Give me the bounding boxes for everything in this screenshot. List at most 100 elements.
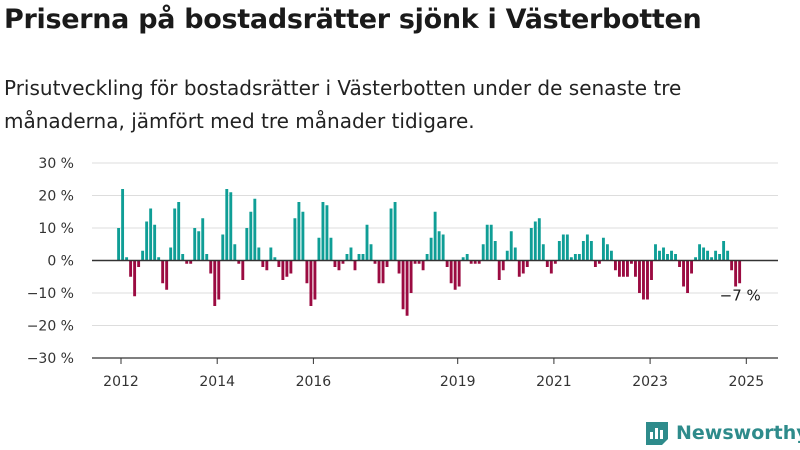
bar xyxy=(445,260,449,267)
bar xyxy=(509,231,513,261)
bar xyxy=(449,260,453,284)
x-tick-label: 2021 xyxy=(536,374,572,390)
bar xyxy=(734,260,738,287)
newsworthy-logo-icon xyxy=(646,422,668,445)
bar xyxy=(617,260,621,277)
bar xyxy=(501,260,505,271)
y-tick-label: −20 % xyxy=(27,319,74,335)
bar xyxy=(377,260,381,284)
bar xyxy=(553,260,557,264)
bar xyxy=(345,254,349,261)
bar xyxy=(521,260,525,274)
bar xyxy=(541,244,545,261)
bar xyxy=(341,260,345,264)
bar xyxy=(670,250,673,261)
bar xyxy=(589,241,593,261)
bar xyxy=(153,224,157,261)
bar xyxy=(141,250,145,261)
bar xyxy=(381,260,385,284)
annotation-group: −7 % xyxy=(720,286,761,304)
x-tick-label: 2012 xyxy=(103,374,139,390)
bar xyxy=(229,192,233,261)
bar xyxy=(125,257,129,261)
bar xyxy=(269,247,273,261)
bar xyxy=(289,260,293,274)
bar xyxy=(706,250,710,261)
bar xyxy=(145,221,149,261)
bar xyxy=(601,237,605,261)
bar xyxy=(638,260,641,293)
bar xyxy=(569,257,573,261)
bar xyxy=(301,211,305,261)
bar xyxy=(485,224,489,261)
bar xyxy=(205,254,209,261)
chart-title: Priserna på bostadsrätter sjönk i Väster… xyxy=(4,4,702,35)
bar xyxy=(297,202,301,261)
bar xyxy=(477,260,481,264)
bar xyxy=(245,228,249,261)
bar xyxy=(726,250,730,261)
chart-subtitle: Prisutveckling för bostadsrätter i Väste… xyxy=(4,76,682,133)
bar xyxy=(565,234,569,261)
bar xyxy=(233,244,237,261)
bar xyxy=(678,260,681,267)
bar xyxy=(329,237,333,261)
bar xyxy=(634,260,637,277)
bar xyxy=(489,224,493,261)
bar xyxy=(469,260,473,264)
bar xyxy=(393,202,397,261)
bar xyxy=(201,218,205,261)
bar xyxy=(654,244,657,261)
bar xyxy=(626,260,629,277)
bar xyxy=(185,260,189,264)
bar xyxy=(133,260,137,297)
bar xyxy=(417,260,421,264)
bar xyxy=(353,260,357,271)
bar xyxy=(525,260,529,267)
bar xyxy=(249,211,253,261)
bar xyxy=(237,260,241,264)
bar xyxy=(722,241,726,261)
y-tick-label: 20 % xyxy=(38,189,74,205)
bar xyxy=(333,260,337,267)
bar xyxy=(441,234,445,261)
y-axis-tick-labels: 30 % 20 % 10 % 0 % −10 % −20 % −30 % xyxy=(27,156,74,367)
bar xyxy=(321,202,325,261)
x-tick-label: 2019 xyxy=(440,374,476,390)
bar xyxy=(457,260,461,287)
bar xyxy=(513,247,517,261)
bar xyxy=(193,228,197,261)
bar xyxy=(662,247,665,261)
x-tick-label: 2016 xyxy=(296,374,332,390)
bar xyxy=(361,254,365,261)
bar xyxy=(593,260,597,267)
bar xyxy=(453,260,457,290)
bar xyxy=(730,260,734,271)
bar xyxy=(718,254,722,261)
bar xyxy=(573,254,577,261)
bar xyxy=(273,257,277,261)
bar xyxy=(129,260,133,277)
bar xyxy=(173,208,177,261)
brand-name: Newsworthy xyxy=(676,422,800,444)
bar xyxy=(613,260,617,271)
brand: Newsworthy xyxy=(644,418,800,448)
bar xyxy=(698,244,702,261)
bar xyxy=(121,189,125,261)
bar xyxy=(557,241,561,261)
bar xyxy=(505,250,509,261)
bar xyxy=(465,254,469,261)
bar xyxy=(545,260,549,267)
x-tick-label: 2014 xyxy=(199,374,235,390)
bar xyxy=(537,218,541,261)
bar xyxy=(401,260,405,310)
bar xyxy=(646,260,649,300)
y-tick-label: −10 % xyxy=(27,286,74,302)
bar xyxy=(609,250,613,261)
bar xyxy=(429,237,433,261)
bar xyxy=(241,260,245,280)
bar xyxy=(437,231,441,261)
bar xyxy=(281,260,285,280)
bar xyxy=(674,254,677,261)
y-tick-label: −30 % xyxy=(27,351,74,367)
